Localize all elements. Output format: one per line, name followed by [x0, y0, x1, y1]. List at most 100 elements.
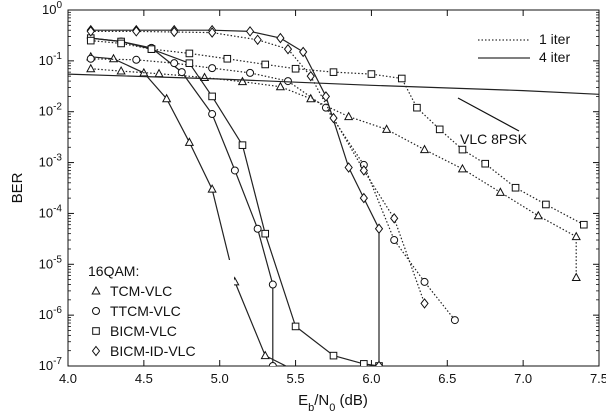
- marker-legend: 16QAM: TCM-VLC TTCM-VLC BICM-VLC BICM-ID…: [84, 260, 234, 359]
- legend-bicm-id-vlc: BICM-ID-VLC: [110, 343, 196, 359]
- triangle-marker: [306, 93, 316, 103]
- square-marker: [329, 68, 338, 76]
- square-marker: [542, 200, 550, 209]
- triangle-marker: [275, 81, 286, 91]
- circle-marker: [253, 224, 262, 233]
- diamond-marker: [207, 27, 217, 38]
- circle-marker: [420, 277, 429, 286]
- square-marker: [360, 360, 368, 366]
- square-marker: [367, 70, 376, 78]
- square-marker: [291, 322, 300, 331]
- x-tick-label: 4.0: [59, 371, 77, 386]
- diamond-marker: [359, 192, 368, 204]
- triangle-marker: [260, 350, 270, 360]
- series-line: [90, 29, 380, 366]
- triangle-marker: [207, 184, 217, 193]
- vlc-8psk-annotation: VLC 8PSK: [457, 97, 528, 147]
- diamond-marker: [170, 26, 179, 38]
- square-marker: [511, 183, 520, 192]
- triangle-marker: [571, 272, 581, 281]
- legend-bicm-vlc: BICM-VLC: [110, 323, 177, 339]
- y-tick-label: 10-1: [39, 51, 63, 68]
- circle-marker: [208, 110, 217, 119]
- diamond-marker: [374, 223, 384, 235]
- x-axis-label: Eb/N0 (dB): [298, 392, 368, 414]
- diamond-marker: [253, 34, 262, 46]
- triangle-marker: [184, 137, 195, 146]
- square-marker: [481, 159, 490, 168]
- legend-marker-diamond: [91, 345, 101, 357]
- square-marker: [185, 59, 194, 67]
- y-tick-label: 10-6: [39, 305, 63, 322]
- x-tick-label: 6.0: [362, 371, 380, 386]
- legend-marker-circle: [92, 307, 100, 315]
- square-marker: [147, 45, 156, 53]
- diamond-marker: [344, 162, 353, 173]
- triangle-marker: [419, 144, 430, 154]
- square-marker: [261, 60, 270, 69]
- diamond-marker: [132, 26, 141, 37]
- series-line: [90, 58, 456, 321]
- legend-4-iter-label: 4 iter: [539, 49, 570, 65]
- diamond-marker: [390, 213, 399, 224]
- triangle-marker: [457, 163, 468, 173]
- line-legend: 1 iter 4 iter: [478, 31, 570, 65]
- triangle-marker: [86, 63, 96, 73]
- annotation-pointer: [457, 97, 520, 132]
- circle-marker: [170, 59, 179, 68]
- y-tick-label: 10-2: [39, 102, 63, 119]
- circle-marker: [268, 280, 277, 289]
- diamond-marker: [91, 345, 101, 357]
- circle-marker: [246, 68, 255, 77]
- square-marker: [261, 229, 270, 238]
- series-line: [68, 73, 599, 95]
- diamond-marker: [374, 360, 384, 366]
- marker-legend-box: [84, 260, 234, 356]
- diamond-marker: [359, 165, 368, 176]
- y-tick-label: 10-3: [39, 153, 63, 170]
- triangle-marker: [237, 76, 248, 86]
- diamond-marker: [306, 70, 315, 82]
- circle-marker: [92, 307, 100, 315]
- y-axis-label: BER: [9, 172, 26, 203]
- triangle-marker: [154, 68, 164, 78]
- diamond-marker: [283, 43, 293, 55]
- square-marker: [86, 36, 95, 45]
- diamond-marker: [276, 32, 285, 44]
- circle-marker: [132, 55, 141, 64]
- legend-ttcm-vlc: TTCM-VLC: [110, 303, 181, 319]
- square-marker: [397, 74, 406, 83]
- diamond-marker: [299, 46, 308, 58]
- triangle-marker: [571, 231, 581, 241]
- x-tick-label: 6.5: [438, 371, 456, 386]
- series-triangle-dotted: [86, 63, 581, 281]
- series-square-dotted: [86, 36, 588, 229]
- triangle-marker: [495, 187, 506, 196]
- circle-marker: [450, 316, 459, 325]
- series-circle-dotted: [86, 54, 459, 325]
- square-marker: [117, 39, 125, 48]
- triangle-marker: [381, 124, 392, 133]
- square-marker: [435, 125, 444, 134]
- legend-1-iter-label: 1 iter: [539, 31, 570, 47]
- annotation-label: VLC 8PSK: [460, 131, 528, 147]
- square-marker: [291, 64, 300, 73]
- y-tick-label: 10-5: [39, 254, 63, 271]
- series-diamond-dotted: [86, 26, 429, 309]
- x-tick-label: 7.5: [590, 371, 606, 386]
- triangle-marker: [533, 210, 543, 220]
- x-tick-label: 7.0: [514, 371, 532, 386]
- circle-marker: [208, 64, 217, 73]
- legend-marker-square: [92, 327, 100, 335]
- circle-marker: [268, 362, 277, 366]
- triangle-marker: [344, 111, 354, 121]
- triangle-marker: [108, 53, 119, 63]
- diamond-marker: [245, 26, 255, 37]
- x-tick-label: 5.0: [211, 371, 229, 386]
- circle-marker: [177, 68, 186, 77]
- square-marker: [92, 327, 100, 335]
- legend-marker-triangle: [91, 285, 101, 295]
- legend-title: 16QAM:: [88, 263, 139, 279]
- series-none-solid: [68, 73, 599, 95]
